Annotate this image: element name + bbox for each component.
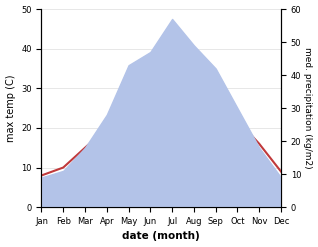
Y-axis label: max temp (C): max temp (C) <box>5 74 16 142</box>
X-axis label: date (month): date (month) <box>122 231 200 242</box>
Y-axis label: med. precipitation (kg/m2): med. precipitation (kg/m2) <box>303 47 313 169</box>
